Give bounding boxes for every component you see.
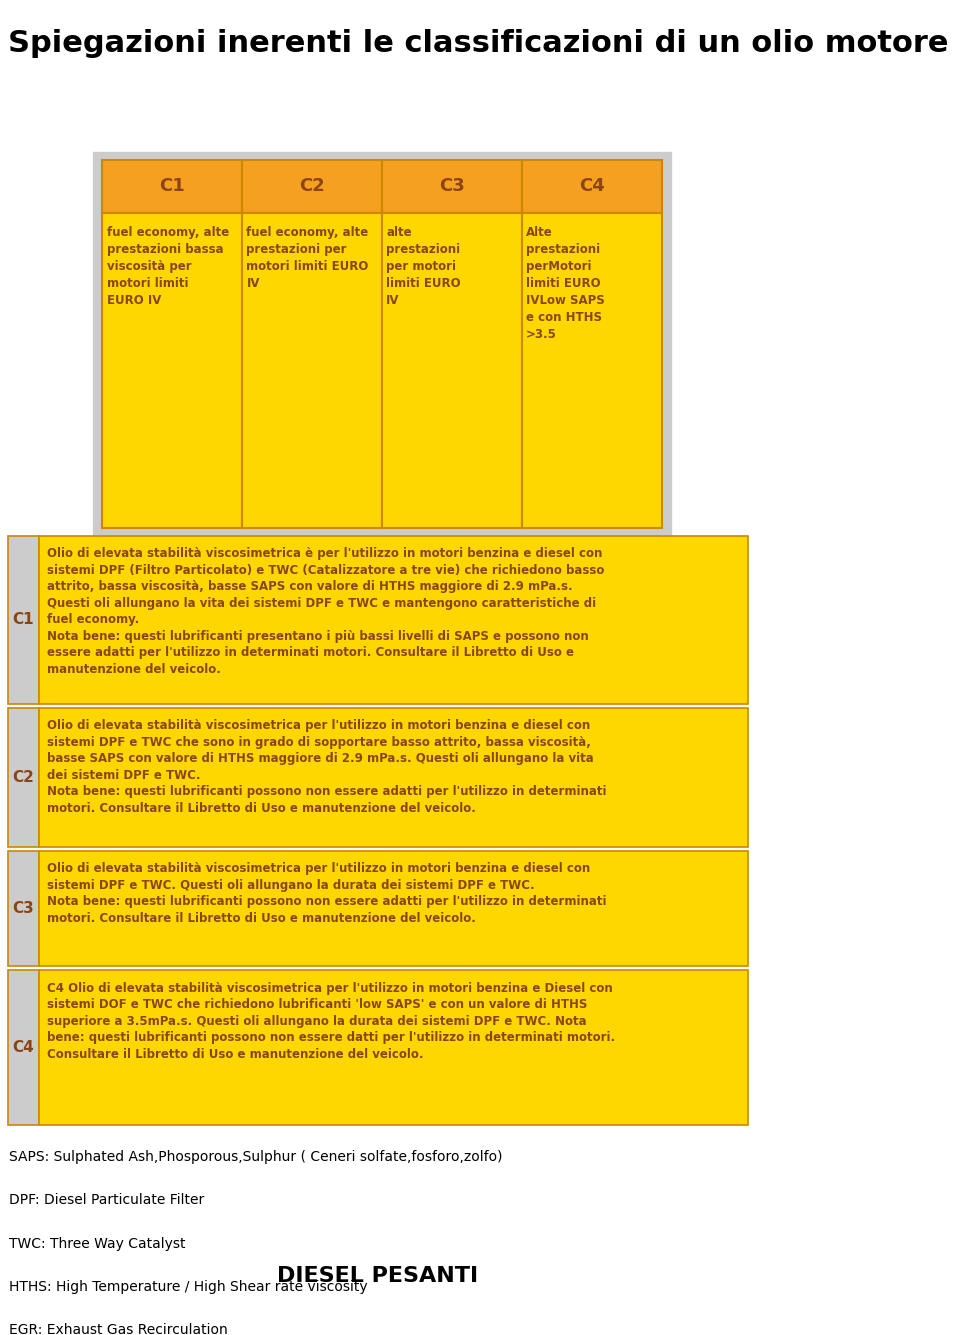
Text: Olio di elevata stabilità viscosimetrica per l'utilizzo in motori benzina e dies: Olio di elevata stabilità viscosimetrica… xyxy=(47,720,607,814)
Text: Olio di elevata stabilità viscosimetrica è per l'utilizzo in motori benzina e di: Olio di elevata stabilità viscosimetrica… xyxy=(47,547,604,676)
Bar xyxy=(93,152,671,535)
Text: C2: C2 xyxy=(299,178,324,195)
Bar xyxy=(8,535,39,704)
Text: C1: C1 xyxy=(159,178,185,195)
Text: HTHS: High Temperature / High Shear rate viscosity: HTHS: High Temperature / High Shear rate… xyxy=(9,1280,368,1294)
Text: fuel economy, alte
prestazioni bassa
viscosità per
motori limiti
EURO IV: fuel economy, alte prestazioni bassa vis… xyxy=(107,226,228,307)
Text: EGR: Exhaust Gas Recirculation: EGR: Exhaust Gas Recirculation xyxy=(9,1323,228,1335)
Bar xyxy=(521,212,661,527)
Text: TWC: Three Way Catalyst: TWC: Three Way Catalyst xyxy=(9,1236,185,1251)
Text: alte
prestazioni
per motori
limiti EURO
IV: alte prestazioni per motori limiti EURO … xyxy=(386,226,461,307)
Bar xyxy=(8,971,39,1125)
Text: C4: C4 xyxy=(12,1040,35,1055)
Bar xyxy=(242,160,382,212)
Bar xyxy=(39,971,749,1125)
Text: SAPS: Sulphated Ash,Phosporous,Sulphur ( Ceneri solfate,fosforo,zolfo): SAPS: Sulphated Ash,Phosporous,Sulphur (… xyxy=(9,1149,503,1164)
Bar xyxy=(39,708,749,846)
Bar xyxy=(39,850,749,967)
Text: C4: C4 xyxy=(579,178,605,195)
Bar xyxy=(102,160,242,212)
Text: Olio di elevata stabilità viscosimetrica per l'utilizzo in motori benzina e dies: Olio di elevata stabilità viscosimetrica… xyxy=(47,862,607,925)
Text: fuel economy, alte
prestazioni per
motori limiti EURO
IV: fuel economy, alte prestazioni per motor… xyxy=(247,226,369,290)
Bar xyxy=(39,535,749,704)
Text: Spiegazioni inerenti le classificazioni di un olio motore: Spiegazioni inerenti le classificazioni … xyxy=(8,29,948,57)
Text: C4 Olio di elevata stabilità viscosimetrica per l'utilizzo in motori benzina e D: C4 Olio di elevata stabilità viscosimetr… xyxy=(47,983,615,1061)
Text: DIESEL PESANTI: DIESEL PESANTI xyxy=(277,1266,479,1286)
Bar xyxy=(382,160,521,212)
Text: C1: C1 xyxy=(12,613,35,627)
Bar xyxy=(521,160,661,212)
Text: C2: C2 xyxy=(12,770,35,785)
Bar xyxy=(8,708,39,846)
Bar xyxy=(242,212,382,527)
Bar xyxy=(102,212,242,527)
Bar xyxy=(382,212,521,527)
Text: C3: C3 xyxy=(439,178,465,195)
Text: Alte
prestazioni
perMotori
limiti EURO
IVLow SAPS
e con HTHS
>3.5: Alte prestazioni perMotori limiti EURO I… xyxy=(526,226,605,340)
Text: C3: C3 xyxy=(12,901,35,916)
Bar xyxy=(8,850,39,967)
Text: DPF: Diesel Particulate Filter: DPF: Diesel Particulate Filter xyxy=(9,1193,204,1207)
